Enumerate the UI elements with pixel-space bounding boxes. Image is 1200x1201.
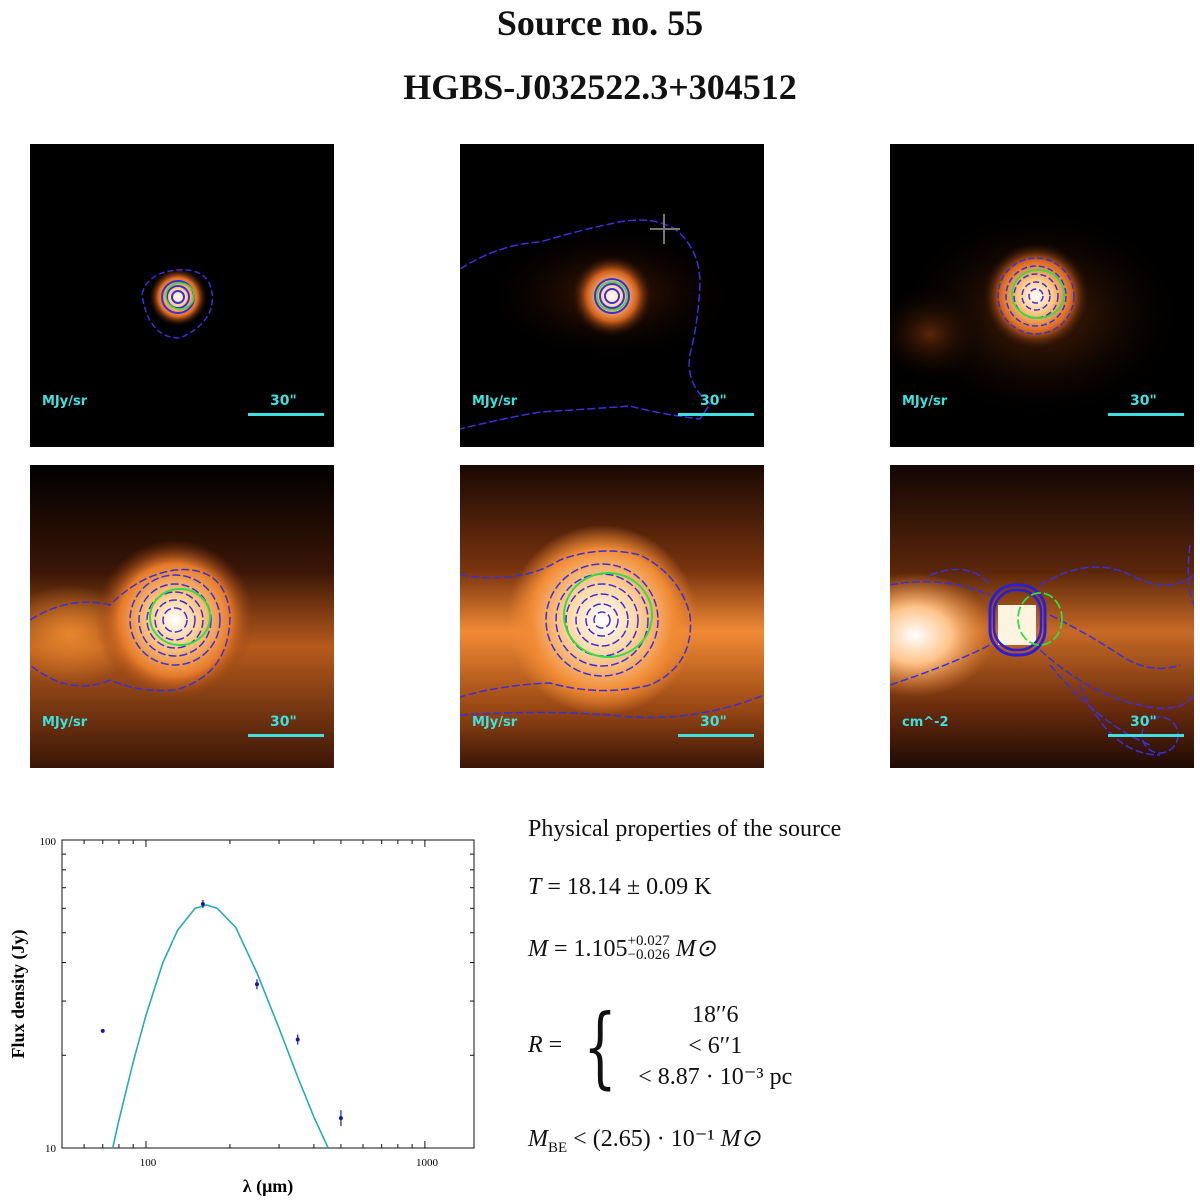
y-axis-label: Flux density (Jy): [8, 929, 29, 1058]
radius-value-deconvolved: 18′′6: [691, 1002, 739, 1028]
map-panel-6: cm^-2 30": [890, 465, 1194, 768]
scale-bar: [248, 734, 324, 737]
source-designation: HGBS-J032522.3+304512: [403, 67, 797, 107]
map-image-5: [460, 465, 764, 768]
map-image-1: [30, 144, 334, 447]
scale-label: 30": [270, 393, 297, 409]
radius-value-pc: < 8.87 · 10⁻³ pc: [638, 1064, 793, 1090]
map-image-6: [890, 465, 1194, 768]
equals-sign: =: [547, 874, 561, 900]
mass-error-minus: −0.026: [627, 947, 670, 964]
radius-row: R = { 18′′6 < 6′′1 < 8.87 · 10⁻³ pc: [528, 1000, 792, 1093]
less-than-sign: <: [573, 1126, 587, 1152]
radius-values: 18′′6 < 6′′1 < 8.87 · 10⁻³ pc: [638, 1000, 792, 1093]
scale-bar: [1108, 734, 1184, 737]
scale-label: 30": [1130, 393, 1157, 409]
y-tick-label-top: 100: [40, 836, 57, 848]
map-unit-label: MJy/sr: [902, 394, 948, 409]
map-image-4: [30, 465, 334, 768]
equals-sign: =: [554, 936, 568, 962]
map-panel-5: MJy/sr 30": [460, 465, 764, 768]
sed-data-point: [100, 1028, 105, 1033]
temperature-symbol: T: [528, 874, 542, 900]
map-panel-1: MJy/sr 30": [30, 144, 334, 447]
radius-value-upper-limit: < 6′′1: [688, 1033, 743, 1059]
map-image-2: [460, 144, 764, 447]
scale-bar: [678, 413, 754, 416]
properties-heading: Physical properties of the source: [528, 816, 842, 842]
map-unit-label: MJy/sr: [42, 715, 88, 730]
sed-data-point: [338, 1116, 343, 1121]
map-panel-2: MJy/sr 30": [460, 144, 764, 447]
radius-symbol: R: [528, 1032, 543, 1059]
scale-label: 30": [1130, 714, 1157, 730]
x-axis-label: λ (μm): [243, 1176, 294, 1197]
scale-label: 30": [700, 393, 727, 409]
sed-chart: 100 10 100 1000 λ (μm) Flux density (Jy): [8, 836, 475, 1197]
map-unit-label: MJy/sr: [472, 394, 518, 409]
map-image-3: [890, 144, 1194, 447]
temperature-row: T = 18.14 ± 0.09 K: [528, 874, 711, 901]
x-tick-label-1000: 1000: [416, 1157, 439, 1169]
bonnor-ebert-subscript: BE: [548, 1139, 568, 1156]
map-unit-label: cm^-2: [902, 715, 949, 730]
equals-sign: =: [548, 1032, 563, 1059]
map-unit-label: MJy/sr: [472, 715, 518, 730]
bonnor-ebert-mass-row: MBE < (2.65) · 10⁻¹ M⊙: [528, 1124, 761, 1157]
sed-data-point: [200, 901, 205, 906]
map-unit-label: MJy/sr: [42, 394, 88, 409]
sed-fit-curve: [111, 904, 329, 1149]
sed-data-point: [295, 1037, 300, 1042]
mass-row: M = 1.105 +0.027 −0.026 M⊙: [528, 934, 716, 964]
plot-frame: [61, 839, 475, 1149]
mass-symbol: M: [528, 936, 548, 962]
mass-error-plus: +0.027: [627, 933, 670, 950]
map-panel-4: MJy/sr 30": [30, 465, 334, 768]
mass-error: +0.027 −0.026: [627, 933, 670, 964]
source-title: Source no. 55: [496, 3, 704, 43]
y-tick-label-bottom: 10: [45, 1143, 57, 1155]
scale-label: 30": [700, 714, 727, 730]
scale-bar: [248, 413, 324, 416]
scale-bar: [1108, 413, 1184, 416]
scale-bar: [678, 734, 754, 737]
x-tick-label-100: 100: [140, 1157, 157, 1169]
left-brace-icon: {: [583, 994, 618, 1098]
scale-label: 30": [270, 714, 297, 730]
bonnor-ebert-value: (2.65) · 10⁻¹: [592, 1126, 715, 1152]
solar-mass-unit: M⊙: [720, 1126, 761, 1152]
temperature-value: 18.14 ± 0.09 K: [566, 874, 712, 900]
mass-value: 1.105: [573, 936, 628, 962]
map-panel-3: MJy/sr 30": [890, 144, 1194, 447]
bonnor-ebert-symbol: M: [528, 1126, 548, 1152]
sed-data-point: [254, 982, 259, 987]
solar-mass-unit: M⊙: [675, 936, 716, 962]
